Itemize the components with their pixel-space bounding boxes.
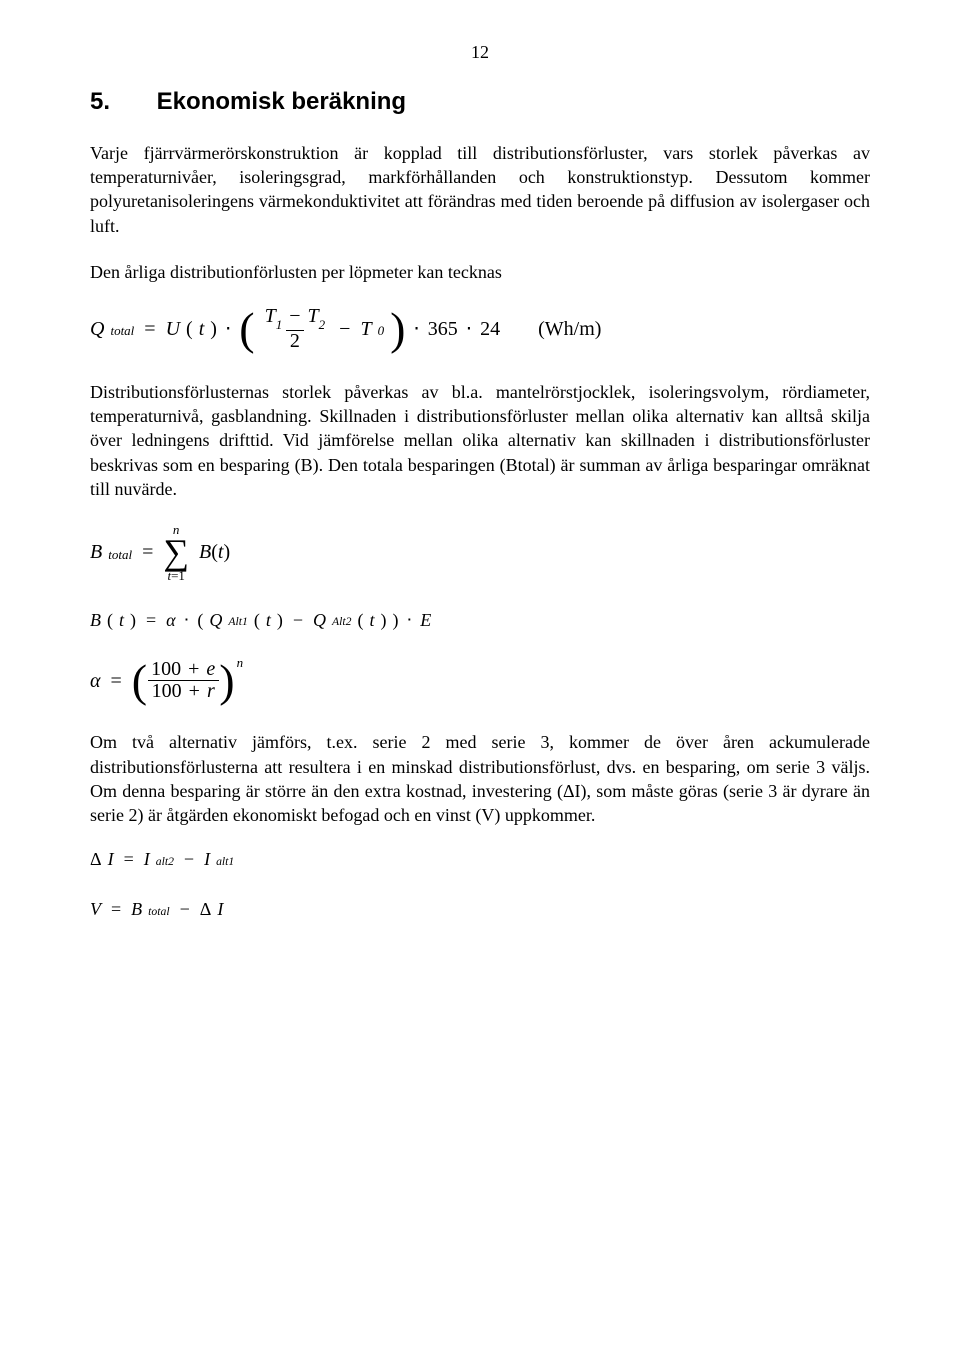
rparen: )	[390, 313, 405, 345]
delta-1: Δ	[90, 849, 102, 871]
delta-6: Δ	[200, 899, 212, 921]
var-e: e	[206, 658, 215, 680]
op-minus-5: −	[184, 849, 194, 871]
equation-alpha: α = ( 100 + e 100 + r ) n	[90, 659, 870, 702]
var-T2: T	[308, 305, 319, 327]
op-dot-3a: ⋅	[184, 610, 190, 632]
op-dot2: ⋅	[413, 317, 419, 341]
var-T0: T	[360, 317, 371, 341]
var-Q: Q	[90, 317, 104, 341]
var-B-6: B	[131, 899, 142, 921]
op-dot1: ⋅	[225, 317, 231, 341]
equation-delta-I: ΔI = Ialt2 − Ialt1	[90, 849, 870, 871]
sub-total: total	[110, 323, 134, 339]
den-2: 2	[286, 330, 304, 352]
unit-whm: (Wh/m)	[538, 317, 601, 341]
paragraph-2: Den årliga distributionförlusten per löp…	[90, 260, 870, 284]
section-number: 5.	[90, 86, 150, 118]
var-Q1: Q	[209, 610, 222, 632]
var-T1: T	[265, 305, 276, 327]
var-I: I	[108, 849, 114, 871]
var-I1: I	[204, 849, 210, 871]
var-I2: I	[144, 849, 150, 871]
var-V: V	[90, 899, 101, 921]
var-r: r	[207, 680, 215, 702]
exp-n: n	[237, 655, 244, 671]
var-Q2: Q	[313, 610, 326, 632]
var-E: E	[420, 610, 431, 632]
summation: n ∑ t=1	[163, 523, 189, 581]
var-t: t	[199, 317, 205, 341]
equation-b-total: Btotal = n ∑ t=1 B(t)	[90, 523, 870, 581]
sub-alt2: Alt2	[332, 615, 351, 629]
sub-0: 0	[378, 323, 385, 339]
op-eq-3: =	[146, 610, 156, 632]
op-dot-3b: ⋅	[407, 610, 413, 632]
var-alpha-4: α	[90, 669, 101, 693]
op-dot3: ⋅	[466, 317, 472, 341]
equation-b-of-t: B(t) = α ⋅ ( QAlt1(t) − QAlt2(t) ) ⋅ E	[90, 610, 870, 632]
var-Bt: B	[199, 541, 211, 563]
lparen-4: (	[132, 665, 147, 697]
rparen-4: )	[219, 665, 234, 697]
op-eq-6: =	[111, 899, 121, 921]
op-eq-2: =	[142, 540, 153, 564]
fraction-T: T1 − T2 2	[261, 306, 330, 352]
section-heading: 5. Ekonomisk beräkning	[90, 86, 870, 118]
op-eq-5: =	[124, 849, 134, 871]
section-title-text: Ekonomisk beräkning	[157, 88, 406, 115]
sub-alt1: Alt1	[228, 615, 247, 629]
const-365: 365	[428, 317, 458, 341]
const-24: 24	[480, 317, 500, 341]
paragraph-3: Distributionsförlusternas storlek påverk…	[90, 380, 870, 501]
equation-V: V = Btotal − ΔI	[90, 899, 870, 921]
paragraph-1: Varje fjärrvärmerörskonstruktion är kopp…	[90, 141, 870, 238]
fraction-alpha: 100 + e 100 + r	[147, 659, 219, 702]
sub-total-6: total	[148, 905, 169, 919]
sub-2: 2	[319, 317, 326, 332]
var-t-3: t	[119, 610, 124, 632]
sub-alt2-5: alt2	[156, 855, 174, 869]
op-eq: =	[144, 317, 155, 341]
var-B: B	[90, 540, 102, 564]
op-minus-3: −	[293, 610, 303, 632]
page-number: 12	[90, 40, 870, 64]
sub-alt1-5: alt1	[216, 855, 234, 869]
op-minus-T0: −	[339, 317, 350, 341]
op-minus-T: −	[289, 305, 300, 327]
paragraph-4: Om två alternativ jämförs, t.ex. serie 2…	[90, 730, 870, 827]
equation-q-total: Qtotal = U(t) ⋅ ( T1 − T2 2 − T0 ) ⋅ 365…	[90, 306, 870, 352]
sub-1: 1	[276, 317, 283, 332]
var-B-3: B	[90, 610, 101, 632]
sub-total-2: total	[108, 547, 132, 563]
op-eq-4: =	[111, 669, 122, 693]
sigma-icon: ∑	[163, 536, 189, 568]
var-I-6: I	[217, 899, 223, 921]
sum-lower: t=1	[167, 569, 184, 582]
op-minus-6: −	[180, 899, 190, 921]
var-alpha: α	[166, 610, 175, 632]
lparen: (	[239, 313, 254, 345]
var-U: U	[166, 317, 180, 341]
